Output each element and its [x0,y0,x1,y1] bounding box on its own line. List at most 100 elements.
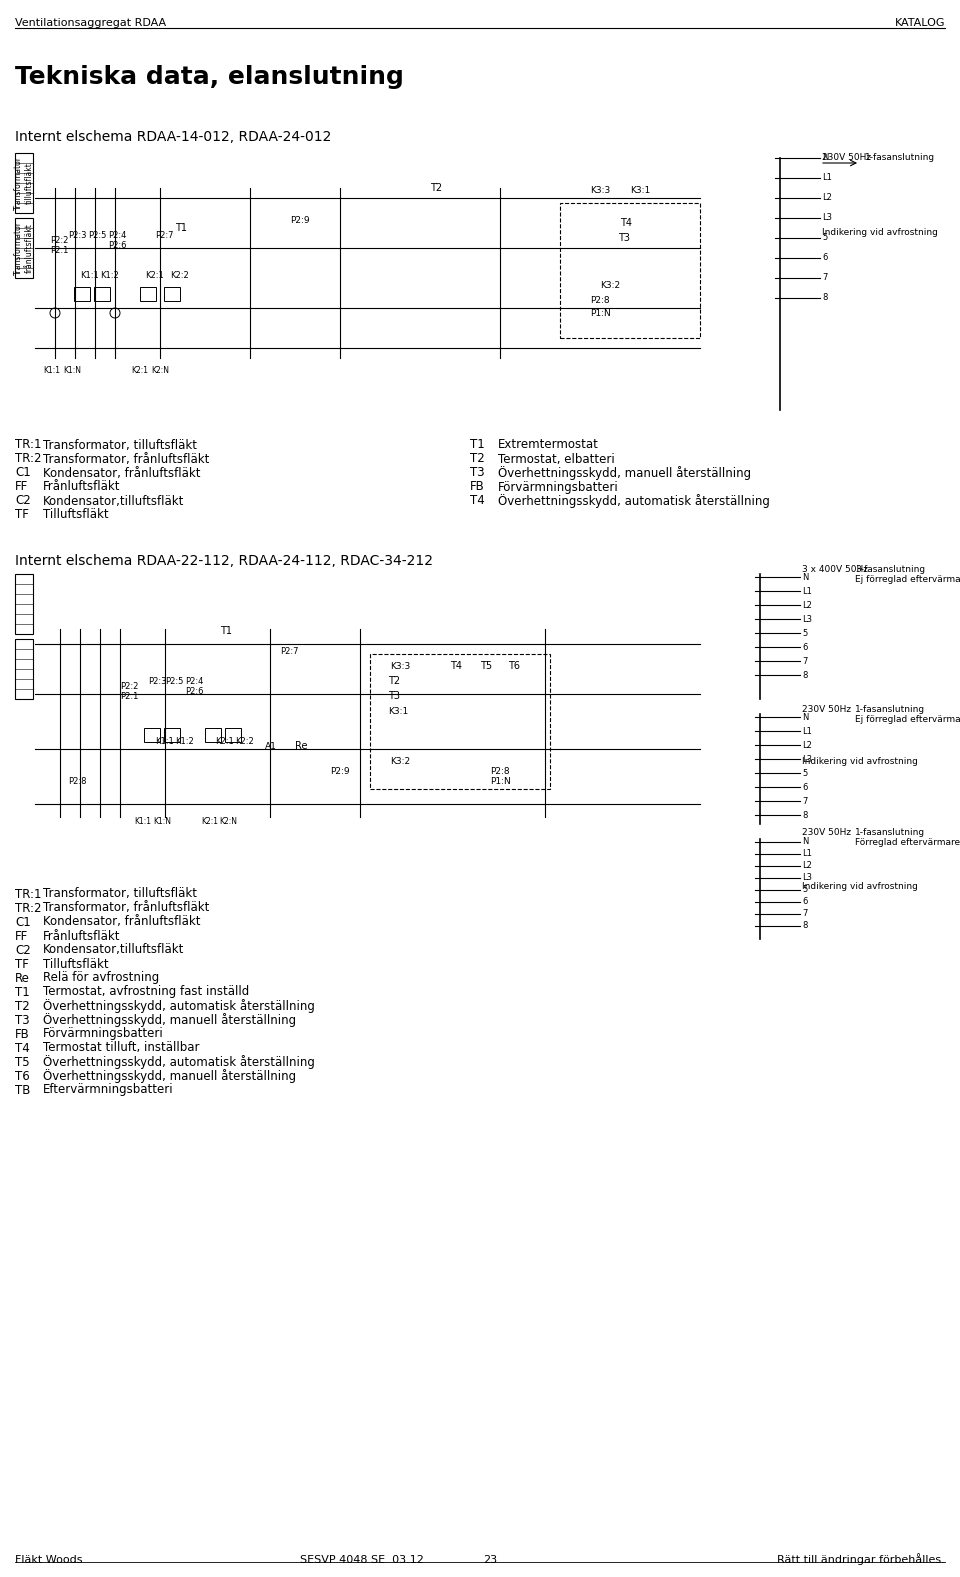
Text: P2:8: P2:8 [68,777,86,785]
Text: T1: T1 [175,222,187,233]
Text: FF: FF [15,481,28,494]
Text: 23: 23 [483,1555,497,1564]
Text: N: N [802,713,808,722]
Text: Tilluftsfläkt: Tilluftsfläkt [43,508,108,522]
Text: P1:N: P1:N [490,777,511,785]
Bar [205,729,221,743]
Bar [15,153,33,213]
Text: K3:3: K3:3 [390,662,410,670]
Text: 8: 8 [802,921,807,930]
Text: Termostat tilluft, inställbar: Termostat tilluft, inställbar [43,1041,200,1055]
Text: Re: Re [295,741,307,751]
Text: Frånluftsfläkt: Frånluftsfläkt [43,481,121,494]
Text: 7: 7 [802,910,807,918]
Text: FB: FB [15,1028,30,1041]
Text: Rätt till ändringar förbehålles.: Rätt till ändringar förbehålles. [778,1553,945,1564]
Text: C2: C2 [15,495,31,508]
Text: L3: L3 [802,754,812,763]
Bar [74,287,90,301]
Text: 230V 50Hz: 230V 50Hz [802,828,852,837]
Text: P2:1: P2:1 [120,692,138,702]
Text: T1: T1 [15,986,30,998]
Bar [140,287,156,301]
Text: K2:1: K2:1 [145,271,164,281]
Text: 5: 5 [822,233,828,243]
Text: T3: T3 [618,233,630,243]
Text: Kondensator, frånluftsfläkt: Kondensator, frånluftsfläkt [43,916,201,929]
Text: A1: A1 [265,743,276,751]
Text: K2:N: K2:N [151,366,169,375]
Bar [15,574,33,634]
Text: C1: C1 [15,467,31,479]
Text: Re: Re [15,971,30,984]
Text: Förvärmningsbatteri: Förvärmningsbatteri [498,481,619,494]
Text: T2: T2 [388,677,400,686]
Text: P2:2: P2:2 [50,237,68,244]
Text: T3: T3 [15,1014,30,1027]
Text: T4: T4 [470,495,485,508]
Text: K2:2: K2:2 [235,736,253,746]
Text: Fläkt Woods: Fläkt Woods [15,1555,83,1564]
Text: 6: 6 [802,642,807,651]
Text: 5: 5 [802,886,807,894]
Text: Transformator, frånluftsfläkt: Transformator, frånluftsfläkt [43,902,209,915]
Text: L3: L3 [822,213,832,222]
Text: FB: FB [470,481,485,494]
Text: Transformator, tilluftsfläkt: Transformator, tilluftsfläkt [43,438,197,451]
Text: T4: T4 [450,661,462,670]
Text: TR:2: TR:2 [15,453,41,465]
Text: 3-fasanslutning: 3-fasanslutning [855,565,925,574]
Text: T4: T4 [15,1041,30,1055]
Text: TB: TB [15,1083,31,1096]
Text: L2: L2 [802,741,812,749]
Text: 7: 7 [802,656,807,665]
Text: FF: FF [15,929,28,943]
Text: 6: 6 [802,897,807,907]
Text: T3: T3 [388,691,400,702]
Text: L1: L1 [802,850,812,858]
Text: K2:1: K2:1 [202,817,219,826]
Text: Ej förreglad eftervärmare: Ej förreglad eftervärmare [855,714,960,724]
Text: T4: T4 [620,218,632,229]
Text: K3:1: K3:1 [388,706,408,716]
Text: K1:1: K1:1 [155,736,174,746]
Text: K1:N: K1:N [63,366,81,375]
Text: P2:6: P2:6 [108,241,127,251]
Text: Frånluftsfläkt: Frånluftsfläkt [43,929,121,943]
Text: 6: 6 [802,782,807,792]
Text: P1:N: P1:N [590,309,611,319]
Text: TF: TF [15,508,29,522]
Text: Internt elschema RDAA-14-012, RDAA-24-012: Internt elschema RDAA-14-012, RDAA-24-01… [15,129,331,144]
Text: Transformator
tilluftsfläkt: Transformator tilluftsfläkt [14,156,34,210]
Text: K2:N: K2:N [219,817,237,826]
Text: Tekniska data, elanslutning: Tekniska data, elanslutning [15,65,404,88]
Text: K1:2: K1:2 [175,736,194,746]
Text: L1: L1 [802,727,812,735]
Text: 5: 5 [802,629,807,637]
Text: L1: L1 [802,587,812,596]
Text: K3:2: K3:2 [600,281,620,290]
Text: Ventilationsaggregat RDAA: Ventilationsaggregat RDAA [15,17,166,28]
Text: 1-fasanslutning: 1-fasanslutning [855,705,925,714]
Bar [164,287,180,301]
Bar [94,287,110,301]
Text: Kondensator, frånluftsfläkt: Kondensator, frånluftsfläkt [43,467,201,479]
Text: Transformator, frånluftsfläkt: Transformator, frånluftsfläkt [43,453,209,465]
Text: Förvärmningsbatteri: Förvärmningsbatteri [43,1028,164,1041]
Text: Transformator, tilluftsfläkt: Transformator, tilluftsfläkt [43,888,197,900]
Text: Förreglad eftervärmare: Förreglad eftervärmare [855,837,960,847]
Text: P2:2: P2:2 [120,681,138,691]
Text: Indikering vid avfrostning: Indikering vid avfrostning [802,757,918,766]
Text: P2:1: P2:1 [50,246,68,255]
Text: Indikering vid avfrostning: Indikering vid avfrostning [822,229,938,237]
Text: P2:3: P2:3 [68,230,86,240]
Text: T5: T5 [15,1055,30,1069]
Text: KATALOG: KATALOG [895,17,945,28]
Text: Indikering vid avfrostning: Indikering vid avfrostning [802,882,918,891]
Text: Kondensator,tilluftsfläkt: Kondensator,tilluftsfläkt [43,495,184,508]
Text: K3:2: K3:2 [390,757,410,766]
Text: Internt elschema RDAA-22-112, RDAA-24-112, RDAC-34-212: Internt elschema RDAA-22-112, RDAA-24-11… [15,554,433,568]
Text: T3: T3 [470,467,485,479]
Text: 230V 50Hz: 230V 50Hz [802,705,852,714]
Text: L3: L3 [802,874,812,883]
